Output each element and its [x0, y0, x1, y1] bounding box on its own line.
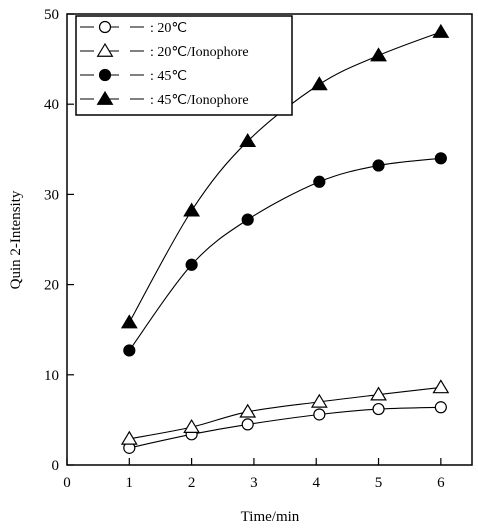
x-tick-label: 5 — [375, 475, 383, 491]
data-point-open-circle — [434, 401, 447, 414]
data-point-open-circle — [313, 408, 326, 421]
y-tick-label: 50 — [44, 7, 59, 23]
y-axis-label: Quin 2-Intensity — [8, 190, 24, 289]
data-point-filled-triangle — [370, 47, 387, 62]
data-point-open-triangle — [120, 430, 138, 445]
data-point-filled-triangle — [310, 76, 328, 91]
x-tick-label: 6 — [437, 475, 445, 491]
data-point-filled-triangle — [239, 133, 257, 148]
y-tick-label: 10 — [44, 368, 59, 384]
legend-marker-filled-circle — [98, 68, 112, 82]
series-line — [129, 406, 441, 449]
x-tick-label: 4 — [312, 475, 320, 491]
data-point-filled-circle — [185, 258, 198, 271]
data-point-open-triangle — [183, 418, 201, 433]
data-point-open-triangle — [370, 386, 387, 401]
data-point-filled-circle — [372, 159, 385, 172]
data-point-filled-circle — [123, 344, 136, 357]
series-line — [129, 386, 441, 440]
legend-label: : 20℃ — [150, 21, 187, 36]
series-line — [128, 157, 441, 351]
data-point-open-triangle — [239, 403, 257, 418]
legend-label: : 45℃/Ionophore — [150, 93, 249, 108]
data-point-open-triangle — [310, 393, 328, 408]
x-tick-label: 2 — [188, 475, 196, 491]
x-axis-label: Time/min — [241, 509, 300, 525]
y-tick-label: 40 — [44, 97, 59, 113]
legend-label: : 45℃ — [150, 69, 187, 84]
data-markers — [120, 23, 450, 454]
data-point-filled-triangle — [120, 314, 138, 329]
y-tick-label: 30 — [44, 187, 59, 203]
data-point-filled-circle — [434, 152, 447, 165]
x-tick-label: 3 — [250, 475, 258, 491]
y-tick-label: 20 — [44, 278, 59, 294]
data-point-open-triangle — [432, 379, 450, 394]
plot-frame — [66, 13, 473, 466]
legend-marker-filled-triangle — [96, 90, 114, 105]
data-point-filled-triangle — [183, 202, 201, 217]
data-point-open-circle — [241, 418, 254, 431]
x-tick-label: 0 — [63, 475, 71, 491]
axis-ticks: 0 1 2 3 4 5 6 0 10 20 30 40 50 — [44, 7, 445, 491]
x-tick-label: 1 — [126, 475, 134, 491]
legend-label: : 20℃/Ionophore — [150, 45, 249, 60]
legend-marker-open-circle — [98, 20, 112, 34]
legend: : 20℃ : 20℃/Ionophore : 45℃ : 45℃/Ionophore — [75, 15, 293, 116]
y-tick-label: 0 — [52, 458, 60, 474]
legend-marker-open-triangle — [96, 42, 114, 57]
data-point-open-circle — [372, 402, 385, 416]
data-point-filled-circle — [313, 175, 326, 188]
data-point-filled-triangle — [432, 23, 450, 38]
data-point-filled-circle — [241, 213, 254, 226]
